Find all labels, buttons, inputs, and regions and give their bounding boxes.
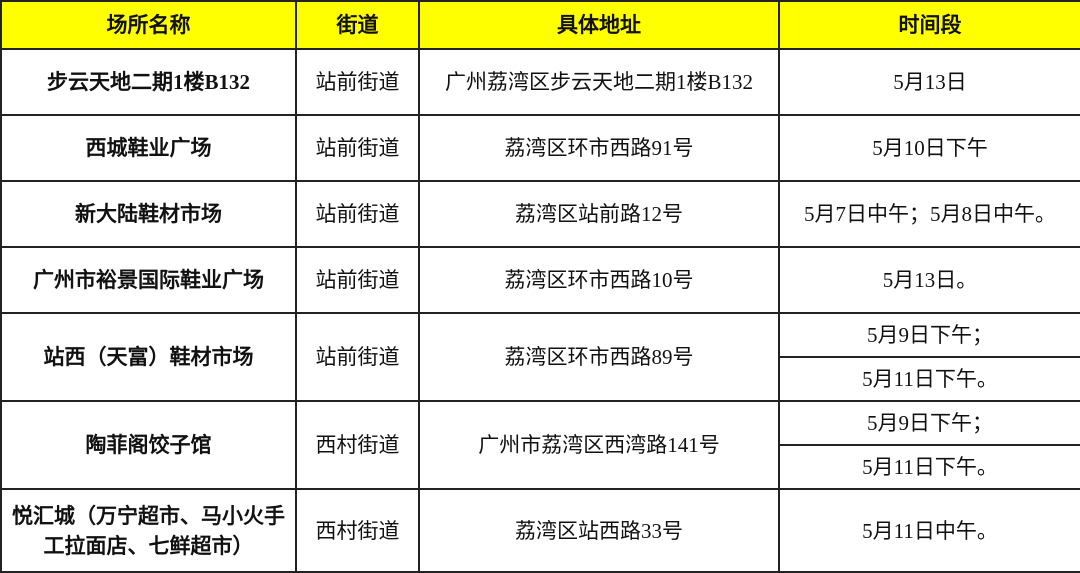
table-row: 步云天地二期1楼B132 站前街道 广州荔湾区步云天地二期1楼B132 5月13… bbox=[0, 48, 1080, 116]
address: 荔湾区站西路33号 bbox=[418, 488, 780, 573]
table-row: 站西（天富）鞋材市场 站前街道 荔湾区环市西路89号 5月9日下午； bbox=[0, 312, 1080, 402]
address: 广州市荔湾区西湾路141号 bbox=[418, 400, 780, 490]
address: 荔湾区站前路12号 bbox=[418, 180, 780, 248]
street: 站前街道 bbox=[295, 114, 420, 182]
address: 荔湾区环市西路91号 bbox=[418, 114, 780, 182]
venue-name: 广州市裕景国际鞋业广场 bbox=[0, 246, 297, 314]
venue-name: 西城鞋业广场 bbox=[0, 114, 297, 182]
address: 荔湾区环市西路89号 bbox=[418, 312, 780, 402]
table-row: 广州市裕景国际鞋业广场 站前街道 荔湾区环市西路10号 5月13日。 bbox=[0, 246, 1080, 314]
table-row: 陶菲阁饺子馆 西村街道 广州市荔湾区西湾路141号 5月9日下午； bbox=[0, 400, 1080, 490]
time-period: 5月9日下午； bbox=[778, 400, 1080, 446]
venue-name: 悦汇城（万宁超市、马小火手工拉面店、七鲜超市） bbox=[0, 488, 297, 573]
time-period: 5月13日。 bbox=[778, 246, 1080, 314]
street: 站前街道 bbox=[295, 48, 420, 116]
table-subrow: 5月11日下午。 bbox=[1, 356, 1080, 402]
header-street: 街道 bbox=[295, 0, 420, 50]
address: 荔湾区环市西路10号 bbox=[418, 246, 780, 314]
table-subrow: 5月11日下午。 bbox=[1, 444, 1080, 490]
venue-name: 陶菲阁饺子馆 bbox=[0, 400, 297, 490]
time-period: 5月11日下午。 bbox=[778, 444, 1080, 490]
time-period: 5月9日下午； bbox=[778, 312, 1080, 358]
street: 站前街道 bbox=[295, 180, 420, 248]
time-period: 5月11日下午。 bbox=[778, 356, 1080, 402]
header-time: 时间段 bbox=[778, 0, 1080, 50]
address: 广州荔湾区步云天地二期1楼B132 bbox=[418, 48, 780, 116]
time-period: 5月13日 bbox=[778, 48, 1080, 116]
street: 站前街道 bbox=[295, 312, 420, 402]
time-period: 5月11日中午。 bbox=[778, 488, 1080, 573]
header-venue-name: 场所名称 bbox=[0, 0, 297, 50]
table-row: 西城鞋业广场 站前街道 荔湾区环市西路91号 5月10日下午 bbox=[0, 114, 1080, 182]
street: 西村街道 bbox=[295, 488, 420, 573]
table-row: 新大陆鞋材市场 站前街道 荔湾区站前路12号 5月7日中午；5月8日中午。 bbox=[0, 180, 1080, 248]
street: 站前街道 bbox=[295, 246, 420, 314]
street: 西村街道 bbox=[295, 400, 420, 490]
venue-name: 站西（天富）鞋材市场 bbox=[0, 312, 297, 402]
header-address: 具体地址 bbox=[418, 0, 780, 50]
time-period: 5月10日下午 bbox=[778, 114, 1080, 182]
time-period: 5月7日中午；5月8日中午。 bbox=[778, 180, 1080, 248]
header-row: 场所名称 街道 具体地址 时间段 bbox=[0, 0, 1080, 50]
venue-name: 步云天地二期1楼B132 bbox=[0, 48, 297, 116]
table-row: 悦汇城（万宁超市、马小火手工拉面店、七鲜超市） 西村街道 荔湾区站西路33号 5… bbox=[0, 488, 1080, 573]
venue-name: 新大陆鞋材市场 bbox=[0, 180, 297, 248]
